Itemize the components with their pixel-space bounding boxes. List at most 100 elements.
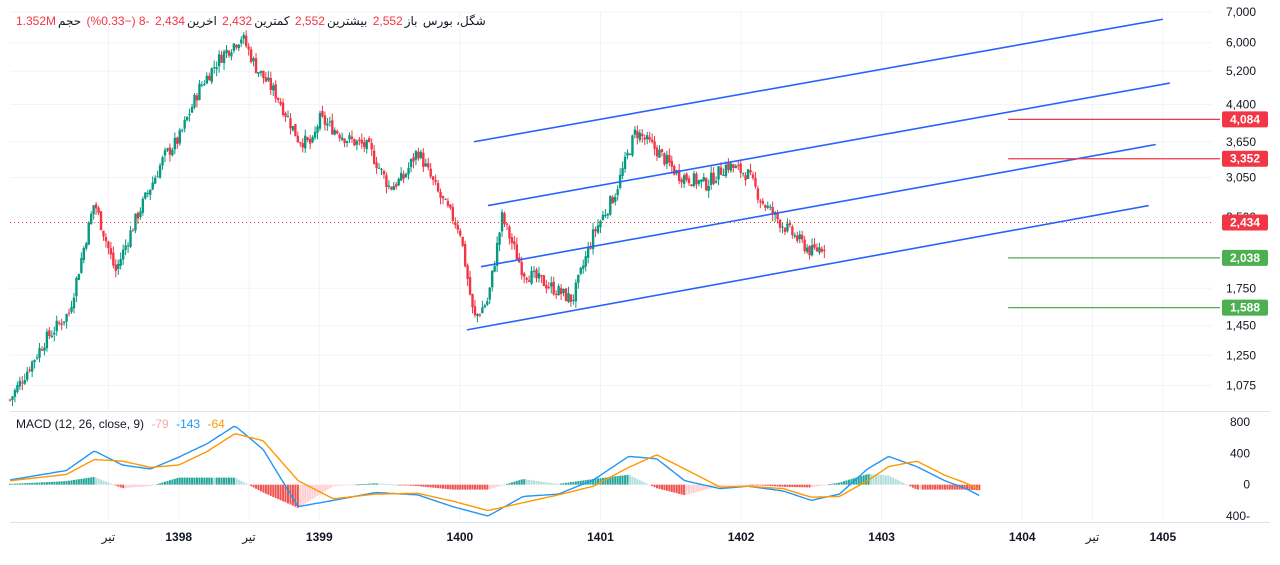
- candle-body: [60, 323, 63, 325]
- macd-hist-bar: [948, 484, 951, 490]
- candle-body: [190, 106, 194, 113]
- macd-hist-bar: [18, 483, 21, 485]
- candle: [264, 72, 268, 83]
- candle: [739, 160, 742, 178]
- candle: [119, 252, 122, 270]
- candle-body: [242, 34, 245, 39]
- candle: [783, 227, 787, 236]
- macd-hist-bar: [690, 484, 693, 494]
- candle-body: [746, 169, 750, 179]
- macd-hist-bar: [311, 484, 314, 500]
- candle: [685, 172, 688, 182]
- candle-body: [217, 54, 221, 67]
- candle: [714, 176, 718, 184]
- macd-hist-bar: [540, 481, 543, 485]
- candle: [641, 128, 644, 143]
- macd-hist-bar: [941, 484, 944, 490]
- macd-hist-bar: [161, 482, 164, 485]
- macd-hist-bar: [279, 484, 282, 501]
- macd-hist-bar: [641, 481, 644, 485]
- candle-body: [399, 172, 403, 181]
- candle: [139, 207, 142, 220]
- candle-body: [291, 126, 295, 131]
- candle: [508, 224, 511, 245]
- macd-hist-bar: [473, 484, 476, 490]
- candle: [537, 266, 541, 283]
- candle-body: [621, 168, 624, 176]
- channel-bottom-line[interactable]: [466, 204, 1149, 331]
- candle: [382, 169, 386, 179]
- candle: [276, 97, 280, 104]
- macd-legend: MACD (12, 26, close, 9) -79 -143 -64: [16, 417, 229, 431]
- candle-body: [131, 230, 135, 232]
- macd-hist-bar: [402, 484, 405, 486]
- candle-body: [58, 322, 61, 324]
- candle: [441, 195, 445, 205]
- candle: [749, 163, 752, 176]
- macd-hist-bar: [545, 482, 548, 485]
- candle: [313, 126, 317, 141]
- candle: [535, 267, 538, 283]
- macd-hist-bar: [92, 476, 95, 485]
- macd-hist-bar: [171, 479, 174, 485]
- candle: [668, 148, 671, 167]
- macd-hist-bar: [695, 484, 698, 493]
- macd-hist-bar: [619, 475, 622, 485]
- macd-hist-bar: [176, 478, 179, 485]
- candle-body: [139, 211, 142, 217]
- macd-hist-bar: [656, 484, 659, 489]
- candle-body: [737, 165, 740, 167]
- candle: [291, 125, 295, 132]
- candle-body: [702, 177, 705, 181]
- candle: [431, 175, 435, 186]
- macd-hist-bar: [560, 483, 563, 485]
- candle: [18, 376, 22, 390]
- macd-hist-bar: [90, 477, 93, 485]
- candle-body: [537, 273, 541, 279]
- macd-hist-bar: [783, 484, 786, 487]
- candles: [8, 30, 826, 407]
- candle-body: [682, 175, 686, 184]
- candle-body: [547, 287, 550, 289]
- candle: [193, 93, 196, 110]
- candle-body: [761, 200, 765, 204]
- candle-body: [446, 201, 450, 206]
- candle-body: [227, 50, 231, 56]
- x-tick-label: تیر: [241, 530, 256, 545]
- candle-body: [532, 270, 536, 272]
- candle-body: [220, 54, 223, 63]
- macd-hist-bar: [582, 480, 585, 485]
- channel-upper-mid-line[interactable]: [487, 82, 1170, 207]
- macd-hist-bar: [471, 484, 474, 490]
- macd-hist-bar: [808, 484, 811, 488]
- candle: [670, 155, 674, 174]
- y-tick-label: 1,450: [1226, 319, 1256, 333]
- candle: [28, 366, 31, 373]
- macd-hist-bar: [609, 476, 612, 485]
- macd-hist-bar: [934, 484, 937, 490]
- candle: [407, 162, 410, 180]
- candle: [306, 136, 309, 143]
- macd-hist-bar: [95, 477, 98, 485]
- candle-body: [552, 281, 555, 295]
- high-value: 2,552: [294, 14, 325, 28]
- candle-body: [422, 152, 425, 168]
- macd-hist-bar: [894, 479, 897, 485]
- candle: [225, 45, 228, 59]
- channel-lower-mid-line[interactable]: [480, 143, 1156, 268]
- candle-body: [104, 237, 108, 242]
- candle: [446, 197, 450, 208]
- candle: [707, 179, 710, 198]
- candle-body: [345, 141, 349, 143]
- candle-body: [677, 169, 681, 181]
- channel-top-line[interactable]: [473, 18, 1163, 143]
- candle-body: [382, 170, 386, 175]
- candle-body: [286, 116, 290, 118]
- macd-hist-bar: [838, 482, 841, 485]
- candle: [449, 204, 452, 210]
- candle-body: [321, 110, 324, 117]
- macd-hist-bar: [806, 484, 809, 488]
- candle: [8, 398, 12, 402]
- macd-hist-bar: [936, 484, 939, 490]
